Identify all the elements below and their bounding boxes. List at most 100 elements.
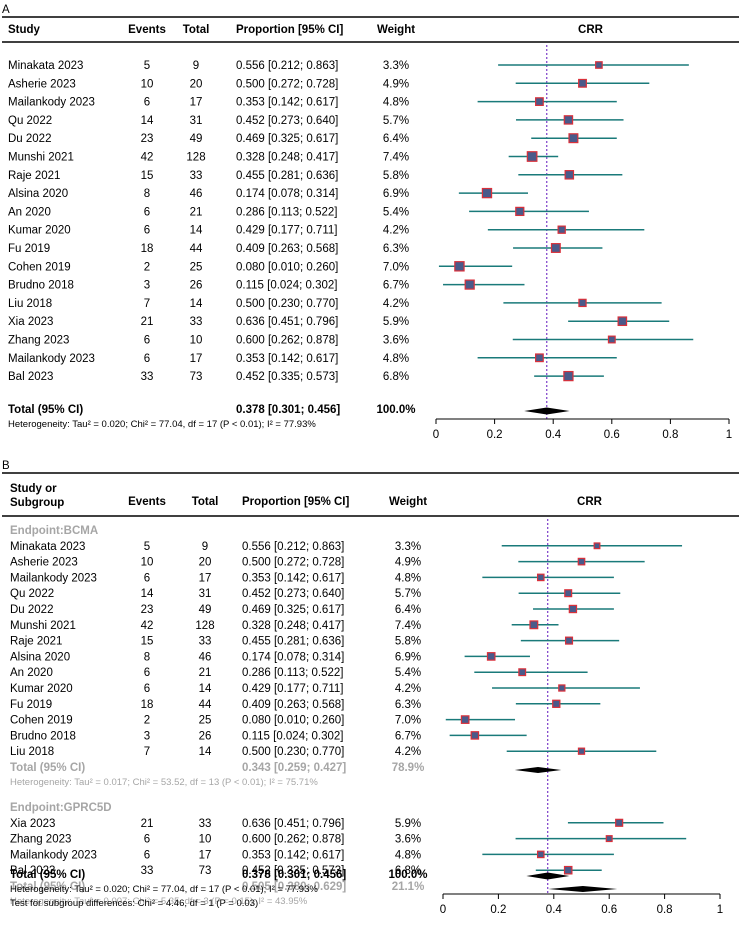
- study-total: 128: [195, 620, 214, 632]
- subtotal-diamond: [514, 767, 562, 773]
- study-point-box: [536, 573, 545, 582]
- study-label: Du 2022: [8, 133, 51, 145]
- study-label: Xia 2023: [8, 316, 53, 328]
- study-total: 14: [190, 225, 203, 237]
- study-events: 14: [141, 588, 154, 600]
- overall-heterogeneity: Heterogeneity: Tau² = 0.020; Chi² = 77.0…: [10, 884, 318, 895]
- study-label: Kumar 2020: [8, 225, 71, 237]
- study-ci: 0.636 [0.451; 0.796]: [242, 818, 344, 830]
- study-ci: 0.115 [0.024; 0.302]: [242, 730, 343, 742]
- study-weight: 5.4%: [395, 667, 421, 679]
- study-weight: 6.4%: [395, 604, 421, 616]
- study-total: 21: [190, 206, 203, 218]
- subtotal-diamond: [548, 886, 618, 892]
- study-label: Alsina 2020: [8, 188, 68, 200]
- x-tick-label: 0: [440, 904, 446, 916]
- x-tick-label: 0.4: [545, 429, 562, 441]
- study-ci: 0.556 [0.212; 0.863]: [236, 60, 338, 72]
- study-total: 14: [199, 683, 212, 695]
- x-tick-label: 1: [717, 904, 723, 916]
- study-total: 9: [193, 60, 199, 72]
- study-weight: 4.2%: [395, 683, 421, 695]
- study-weight: 5.4%: [383, 206, 409, 218]
- study-point-box: [464, 279, 475, 290]
- study-label: Liu 2018: [8, 298, 52, 310]
- x-tick-label: 0.6: [604, 429, 620, 441]
- study-weight: 4.2%: [383, 225, 409, 237]
- study-label: Fu 2019: [10, 699, 52, 711]
- study-total: 46: [199, 651, 212, 663]
- x-tick-label: 0.2: [487, 429, 503, 441]
- study-point-box: [552, 699, 561, 708]
- study-weight: 7.4%: [383, 152, 409, 164]
- study-total: 17: [199, 572, 212, 584]
- study-ci: 0.429 [0.177; 0.711]: [236, 225, 337, 237]
- overall-ci: 0.378 [0.301; 0.456]: [236, 404, 340, 416]
- study-point-box: [568, 133, 579, 144]
- study-ci: 0.452 [0.335; 0.573]: [236, 371, 338, 383]
- study-point-box: [595, 61, 603, 69]
- study-events: 3: [144, 280, 150, 292]
- study-total: 33: [199, 818, 212, 830]
- study-weight: 4.8%: [383, 97, 409, 109]
- study-ci: 0.469 [0.325; 0.617]: [236, 133, 338, 145]
- panel-label: B: [2, 460, 10, 472]
- study-label: An 2020: [8, 206, 51, 218]
- study-weight: 5.9%: [395, 818, 421, 830]
- x-tick-label: 0.2: [490, 904, 506, 916]
- study-ci: 0.353 [0.142; 0.617]: [236, 97, 338, 109]
- study-weight: 4.2%: [383, 298, 409, 310]
- study-events: 10: [141, 78, 154, 90]
- study-weight: 7.4%: [395, 620, 421, 632]
- study-events: 2: [144, 715, 150, 727]
- study-point-box: [563, 115, 574, 125]
- study-point-box: [460, 715, 470, 724]
- study-weight: 5.8%: [383, 170, 409, 182]
- study-weight: 4.8%: [395, 572, 421, 584]
- study-label: Mailankody 2023: [8, 353, 95, 365]
- study-ci: 0.600 [0.262; 0.878]: [236, 335, 338, 347]
- study-weight: 4.8%: [383, 353, 409, 365]
- study-weight: 4.2%: [395, 746, 421, 758]
- study-weight: 6.7%: [383, 280, 409, 292]
- study-label: Raje 2021: [10, 636, 62, 648]
- subtotal-ci: 0.505 [0.380; 0.629]: [242, 881, 346, 893]
- header-subgroup: Subgroup: [10, 497, 64, 509]
- study-total: 9: [202, 541, 208, 553]
- study-events: 6: [144, 97, 150, 109]
- study-events: 15: [141, 636, 154, 648]
- study-events: 23: [141, 604, 154, 616]
- study-point-box: [563, 865, 573, 875]
- panel-label: A: [2, 4, 10, 16]
- study-events: 5: [144, 541, 150, 553]
- study-point-box: [577, 557, 586, 566]
- x-tick-label: 0.4: [546, 904, 563, 916]
- study-point-box: [578, 78, 587, 88]
- study-label: Bal 2023: [10, 865, 55, 877]
- x-tick-label: 0.6: [601, 904, 617, 916]
- study-label: Bal 2023: [8, 371, 53, 383]
- study-ci: 0.409 [0.263; 0.568]: [236, 243, 338, 255]
- study-ci: 0.500 [0.272; 0.728]: [242, 557, 344, 569]
- study-weight: 3.6%: [395, 834, 421, 846]
- study-label: Minakata 2023: [10, 541, 85, 553]
- study-weight: 4.9%: [395, 557, 421, 569]
- study-weight: 5.7%: [383, 115, 409, 127]
- study-label: Xia 2023: [10, 818, 55, 830]
- study-ci: 0.328 [0.248; 0.417]: [236, 152, 338, 164]
- study-total: 20: [199, 557, 212, 569]
- study-weight: 5.9%: [383, 316, 409, 328]
- study-total: 31: [190, 115, 203, 127]
- overall-label: Total (95% CI): [10, 869, 85, 881]
- study-label: Brudno 2018: [10, 730, 76, 742]
- study-point-box: [617, 316, 628, 327]
- study-ci: 0.452 [0.273; 0.640]: [242, 588, 344, 600]
- study-ci: 0.286 [0.113; 0.522]: [236, 206, 337, 218]
- study-events: 3: [144, 730, 150, 742]
- study-total: 26: [199, 730, 212, 742]
- study-point-box: [529, 620, 539, 630]
- study-total: 20: [190, 78, 203, 90]
- study-events: 6: [144, 667, 150, 679]
- study-point-box: [593, 542, 601, 550]
- study-ci: 0.452 [0.273; 0.640]: [236, 115, 338, 127]
